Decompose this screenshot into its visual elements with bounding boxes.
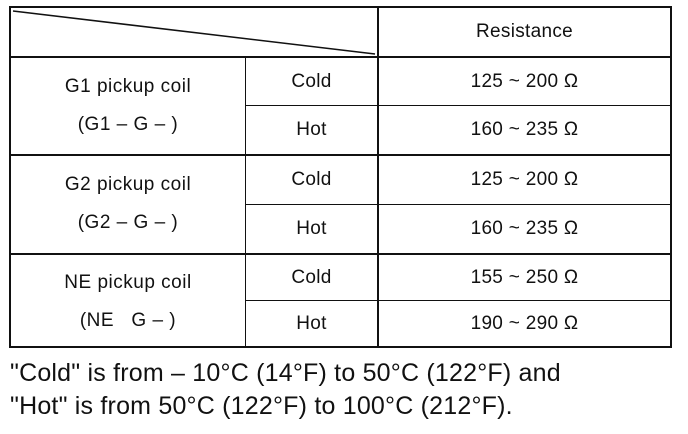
condition-cell: Hot	[296, 218, 327, 239]
group-divider	[11, 253, 670, 255]
row-divider	[245, 300, 670, 301]
condition-cell: Hot	[296, 312, 327, 334]
condition-cell: Cold	[291, 169, 332, 190]
resistance-value: 155 ~ 250 Ω	[470, 266, 579, 288]
coil-name: G2 pickup coil	[64, 174, 192, 195]
condition-cell: Hot	[296, 119, 327, 140]
column-divider	[245, 56, 246, 346]
resistance-value: 190 ~ 290 Ω	[470, 312, 579, 334]
coil-name: NE pickup coil	[64, 272, 192, 293]
coil-name: G1 pickup coil	[64, 76, 192, 97]
group-divider	[11, 154, 670, 156]
coil-terminals: (G2 – G – )	[77, 212, 179, 233]
resistance-spec-table: Resistance G1 pickup coil (G1 – G – ) Co…	[9, 6, 672, 348]
footnote-line: "Hot" is from 50°C (122°F) to 100°C (212…	[10, 392, 513, 420]
coil-terminals: (NE G – )	[79, 310, 177, 331]
temperature-footnote: "Cold" is from – 10°C (14°F) to 50°C (12…	[10, 357, 680, 423]
resistance-value: 125 ~ 200 Ω	[470, 70, 579, 92]
resistance-header: Resistance	[476, 21, 573, 42]
resistance-value: 160 ~ 235 Ω	[470, 218, 579, 239]
resistance-value: 125 ~ 200 Ω	[470, 169, 579, 190]
row-divider	[245, 204, 670, 205]
column-divider	[377, 8, 379, 346]
resistance-value: 160 ~ 235 Ω	[470, 119, 579, 140]
coil-terminals: (G1 – G – )	[77, 114, 179, 135]
header-divider	[11, 56, 670, 58]
header-diagonal-line	[12, 10, 376, 55]
condition-cell: Cold	[291, 70, 332, 92]
row-divider	[245, 105, 670, 106]
condition-cell: Cold	[291, 266, 332, 288]
footnote-line: "Cold" is from – 10°C (14°F) to 50°C (12…	[10, 359, 561, 387]
